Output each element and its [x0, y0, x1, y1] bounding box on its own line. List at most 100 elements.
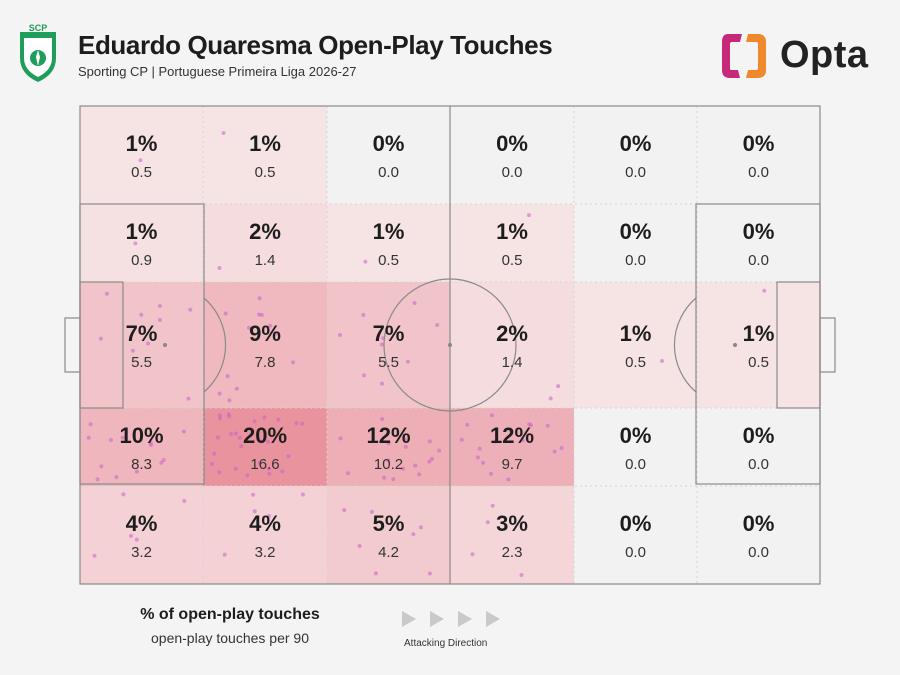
zone-percent-label: 1%: [373, 219, 405, 244]
direction-label: Attacking Direction: [404, 638, 488, 649]
touch-dot: [427, 571, 432, 576]
touch-dot: [209, 461, 214, 466]
touch-dot: [259, 312, 264, 317]
heat-cell: [697, 408, 820, 486]
touch-dot: [257, 296, 262, 301]
touch-dot: [405, 359, 410, 364]
heat-cell: [450, 204, 574, 282]
right-penalty-spot: [732, 342, 738, 348]
touch-dot: [217, 470, 222, 475]
touch-dot: [234, 386, 239, 391]
zone-per90-label: 0.0: [748, 164, 769, 181]
centre-circle: [383, 278, 517, 412]
touch-dot: [161, 458, 166, 462]
touch-dot: [252, 419, 257, 424]
zone-per90-label: 0.5: [131, 164, 152, 181]
zone-per90-label: 0.0: [748, 456, 769, 473]
heat-cell: [697, 486, 820, 584]
zone-percent-label: 1%: [496, 219, 528, 244]
heat-cell: [574, 204, 697, 282]
zone-percent-label: 2%: [249, 219, 281, 244]
zone-percent-label: 3%: [496, 511, 528, 536]
heat-cell: [80, 282, 203, 408]
touch-dot: [267, 466, 271, 471]
zone-percent-label: 2%: [496, 321, 528, 346]
touch-dot: [338, 436, 343, 441]
zone-per90-label: 4.2: [378, 544, 399, 561]
touch-dot: [274, 331, 279, 336]
touch-dot: [418, 525, 423, 530]
touch-dot: [268, 323, 273, 328]
zone-percent-label: 0%: [620, 219, 652, 244]
touch-dot: [98, 336, 103, 341]
header: SCP Eduardo Quaresma Open-Play Touches S…: [0, 0, 900, 100]
touch-dot: [545, 423, 550, 428]
zone-per90-label: 8.3: [131, 456, 152, 473]
touch-dot: [430, 456, 434, 461]
touch-dot: [86, 435, 91, 440]
legend-secondary-label: open-play touches per 90: [151, 630, 309, 646]
zone-per90-label: 0.5: [378, 252, 399, 269]
touch-dot: [222, 552, 227, 557]
touch-dot: [427, 459, 432, 464]
zone-percent-label: 7%: [373, 321, 405, 346]
touch-dot: [382, 475, 387, 480]
touch-dot: [95, 477, 100, 482]
touch-dot: [556, 384, 561, 389]
zone-per90-label: 7.8: [255, 354, 276, 371]
zone-per90-label: 0.0: [378, 164, 399, 181]
touch-dot: [380, 381, 384, 386]
touch-dot: [357, 544, 362, 548]
touch-dot: [413, 463, 418, 468]
touch-dot: [218, 416, 222, 421]
zone-per90-label: 0.0: [502, 164, 523, 181]
touch-dot: [133, 241, 138, 246]
touch-dot: [99, 464, 104, 469]
zone-percent-label: 9%: [249, 321, 281, 346]
zone-per90-label: 0.0: [625, 252, 646, 269]
opta-brand: Opta: [718, 26, 878, 86]
touch-dot: [88, 422, 93, 427]
svg-text:SCP: SCP: [29, 24, 48, 33]
touch-dot: [291, 360, 295, 365]
touch-dot: [146, 341, 150, 346]
left-goal: [64, 317, 81, 373]
touch-dot: [262, 415, 267, 420]
zone-per90-label: 5.5: [378, 354, 399, 371]
heat-cell: [80, 106, 203, 204]
touch-dot: [188, 307, 193, 312]
touch-dot: [477, 446, 482, 451]
heat-cell: [327, 282, 450, 408]
heat-cell: [574, 282, 697, 408]
touch-dot: [380, 417, 385, 421]
page-title: Eduardo Quaresma Open-Play Touches: [78, 30, 553, 60]
zone-percent-label: 0%: [496, 131, 528, 156]
heat-cell: [327, 486, 450, 584]
centre-spot: [447, 342, 453, 348]
touch-dot: [489, 471, 493, 476]
touch-dot: [459, 437, 464, 442]
touch-dot: [361, 373, 366, 378]
touch-dot: [157, 318, 162, 322]
heat-cell: [327, 204, 450, 282]
zone-percent-label: 0%: [743, 219, 775, 244]
touch-dot: [391, 477, 396, 482]
zone-percent-label: 7%: [126, 321, 158, 346]
touch-dot: [257, 460, 262, 465]
touch-dot: [256, 436, 261, 441]
zone-percent-label: 0%: [620, 423, 652, 448]
heat-cell: [203, 282, 327, 408]
touch-dot: [114, 475, 119, 480]
zone-per90-label: 1.4: [502, 354, 523, 371]
zone-percent-label: 20%: [243, 423, 287, 448]
touch-dot: [227, 398, 232, 403]
zone-percent-label: 0%: [620, 131, 652, 156]
touch-dot: [527, 213, 531, 218]
zone-percent-label: 0%: [620, 511, 652, 536]
touch-dot: [245, 473, 250, 478]
touch-dot: [266, 439, 270, 444]
touch-dot: [134, 469, 139, 474]
zone-percent-label: 1%: [126, 131, 158, 156]
touch-dot: [465, 422, 470, 427]
touch-dot: [104, 291, 109, 296]
